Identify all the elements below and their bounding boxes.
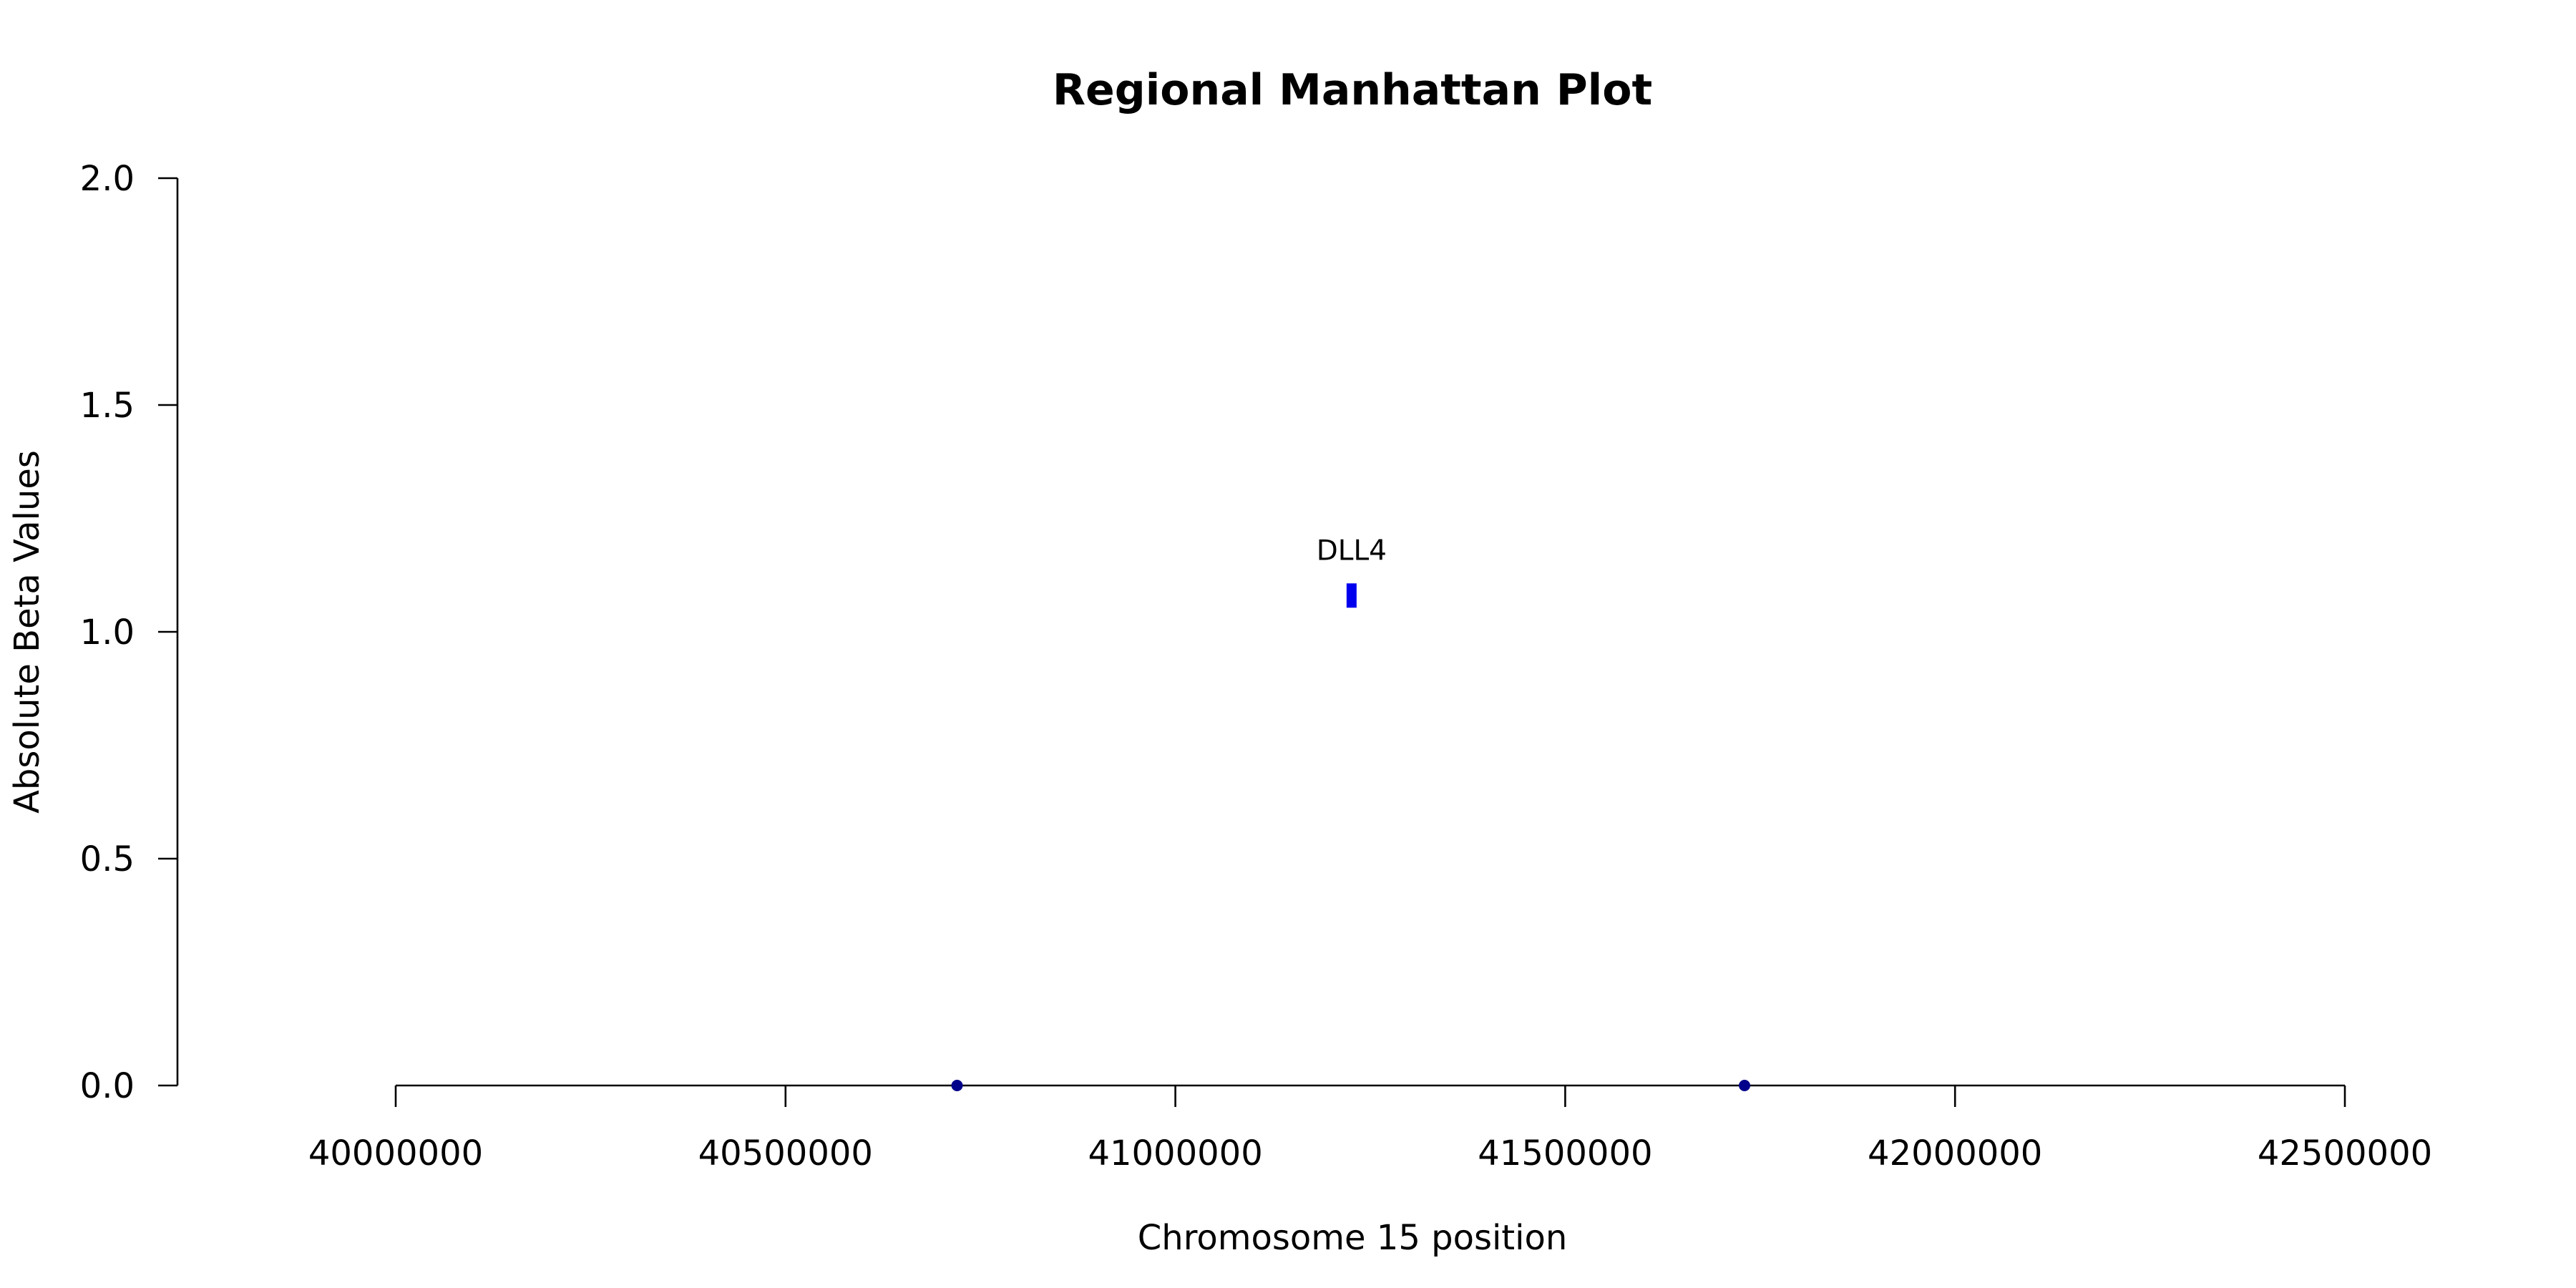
x-tick-label: 41500000 (1478, 1133, 1652, 1174)
x-axis-label: Chromosome 15 position (1138, 1218, 1568, 1258)
y-tick-label: 0.0 (80, 1066, 135, 1106)
data-point (951, 1080, 963, 1091)
data-points: DLL4 (951, 535, 1751, 1091)
x-tick-label: 40500000 (698, 1133, 873, 1174)
y-tick-label: 0.5 (80, 839, 135, 879)
y-tick-label: 2.0 (80, 159, 135, 199)
y-axis-ticks: 0.0 0.5 1.0 1.5 2.0 (80, 159, 177, 1106)
data-point (1739, 1080, 1751, 1091)
x-tick-label: 42000000 (1868, 1133, 2042, 1174)
x-axis-ticks: 40000000 40500000 41000000 41500000 42000000… (308, 1085, 2432, 1174)
y-tick-label: 1.0 (80, 613, 135, 653)
y-axis-label: Absolute Beta Values (7, 450, 47, 814)
x-tick-label: 42500000 (2258, 1133, 2432, 1174)
point-annotation: DLL4 (1317, 535, 1387, 567)
data-point (1346, 583, 1357, 608)
x-tick-label: 41000000 (1088, 1133, 1262, 1174)
y-tick-label: 1.5 (80, 386, 135, 426)
chart-title: Regional Manhattan Plot (1053, 65, 1652, 115)
x-tick-label: 40000000 (308, 1133, 483, 1174)
